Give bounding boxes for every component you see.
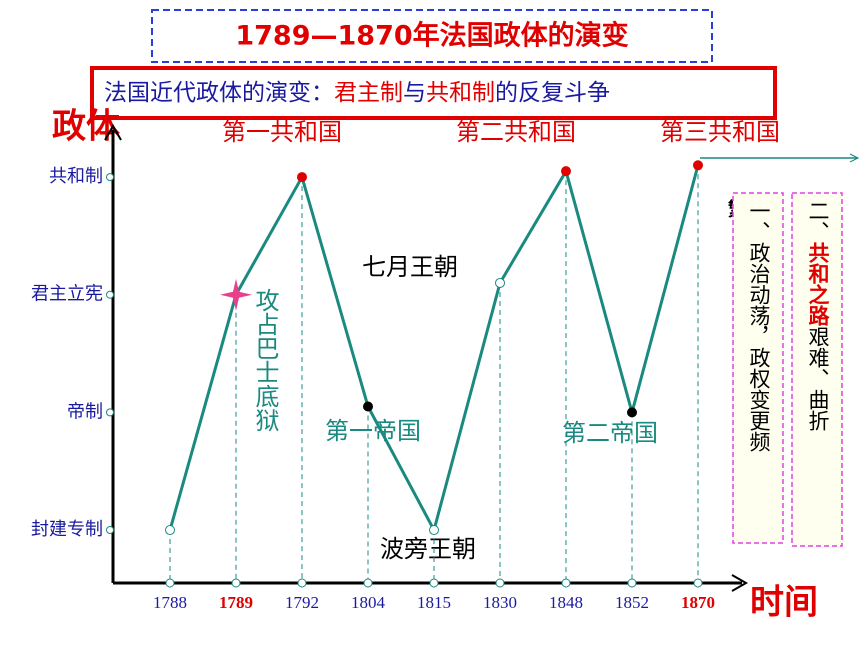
side-bold: 共和之路 — [806, 242, 830, 327]
x-tick — [297, 578, 307, 588]
title-box — [151, 9, 713, 63]
x-arrow — [731, 574, 749, 592]
y-tick-label: 共和制 — [49, 166, 103, 187]
annotation: 第一共和国 — [222, 118, 342, 146]
y-arrow — [104, 123, 122, 141]
y-tick — [106, 173, 114, 182]
marker — [495, 277, 505, 288]
subtitle-part: 的反复斗争 — [495, 80, 610, 106]
marker — [220, 278, 252, 311]
marker — [429, 525, 439, 536]
marker — [363, 401, 373, 412]
x-title: 时间 — [750, 583, 818, 623]
y-tick-label: 封建专制 — [31, 519, 103, 540]
x-tick — [429, 578, 439, 588]
annotation: 第二共和国 — [456, 118, 576, 146]
y-tick-label: 君主立宪 — [31, 284, 103, 305]
x-tick-label: 1870 — [681, 593, 715, 612]
x-tick — [231, 578, 241, 588]
y-title: 政体 — [52, 107, 120, 147]
future-arrow — [849, 153, 860, 163]
subtitle: 法国近代政体的演变：君主制与共和制的反复斗争 — [104, 80, 610, 106]
y-tick-label: 帝制 — [67, 401, 103, 422]
side-rest: 艰难、曲折 — [806, 326, 830, 431]
annotations: 第一共和国 第二共和国 第三共和国 — [222, 118, 780, 146]
x-tick — [627, 578, 637, 588]
y-tick — [106, 290, 114, 299]
side-text: 二、共和之路艰难、曲折 — [806, 200, 830, 431]
y-tick — [106, 408, 114, 417]
side-box — [791, 192, 843, 547]
subtitle-part: 与 — [403, 80, 426, 106]
annotation: 第一帝国 — [325, 417, 421, 445]
marker — [561, 166, 571, 177]
annotation: 攻占巴士底狱 — [251, 288, 279, 432]
x-tick — [363, 578, 373, 588]
y-tick — [106, 526, 114, 535]
marker — [627, 407, 637, 418]
subtitle-part: 共和制 — [426, 80, 495, 106]
annotation: 七月王朝 — [362, 253, 458, 281]
subtitle-box — [90, 66, 777, 120]
marker — [297, 172, 307, 183]
marker — [693, 160, 703, 171]
annotation: 第三共和国 — [660, 118, 780, 146]
annotation: 第二帝国 — [562, 419, 658, 447]
x-tick-label: 1789 — [219, 593, 253, 612]
x-tick-label: 1830 — [483, 593, 517, 612]
x-tick — [561, 578, 571, 588]
title: 1789—1870年法国政体的演变 — [235, 20, 628, 52]
marker — [165, 525, 175, 536]
x-tick — [165, 578, 175, 588]
x-tick-label: 1788 — [153, 593, 187, 612]
subtitle-part: 君主制 — [334, 80, 403, 106]
series-line — [168, 164, 700, 535]
x-tick — [693, 578, 703, 588]
x-tick — [495, 578, 505, 588]
subtitle-part: 法国近代政体的演变： — [104, 80, 334, 106]
side-text: 一、政治动荡，政权变更频 — [747, 200, 771, 452]
x-tick-label: 1792 — [285, 593, 319, 612]
x-tick-label: 1848 — [549, 593, 583, 612]
side-box — [732, 192, 784, 544]
x-tick-label: 1852 — [615, 593, 649, 612]
x-tick-label: 1815 — [417, 593, 451, 612]
x-tick-label: 1804 — [351, 593, 386, 612]
annotation: 波旁王朝 — [380, 535, 476, 563]
side-num: 二、 — [806, 200, 830, 242]
